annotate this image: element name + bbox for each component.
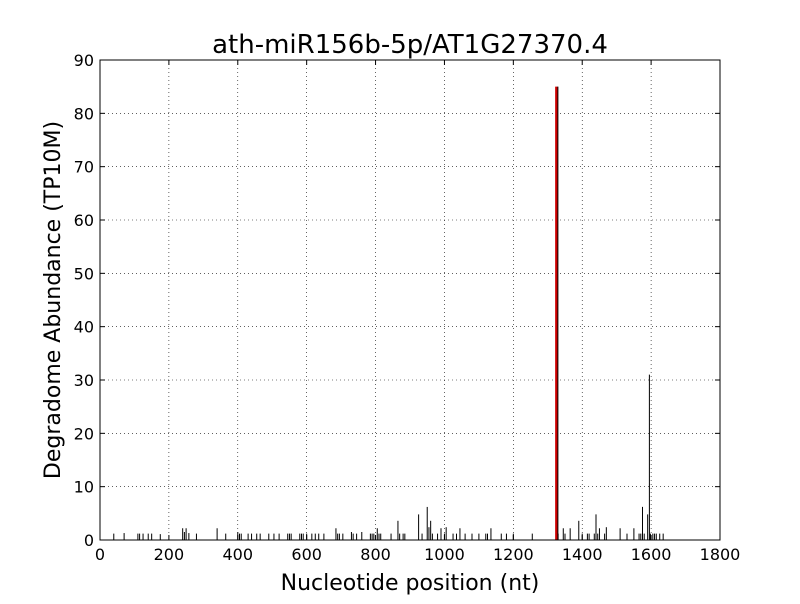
x-tick-label: 0 [95,545,105,564]
y-tick-label: 60 [74,211,94,230]
y-tick-label: 80 [74,104,94,123]
x-tick-label: 1400 [562,545,603,564]
chart-title: ath-miR156b-5p/AT1G27370.4 [212,30,608,60]
x-tick-label: 800 [360,545,391,564]
axis-ticks: 0 200 400 600 800 1000 1200 1400 1600 1800 0 10 20 30… [74,51,741,564]
y-tick-label: 70 [74,158,94,177]
data-bars [113,374,664,540]
y-tick-label: 50 [74,264,94,283]
y-tick-label: 30 [74,371,94,390]
x-tick-label: 1000 [424,545,465,564]
x-tick-label: 1200 [493,545,534,564]
y-tick-label: 10 [74,478,94,497]
y-axis-label: Degradome Abundance (TP10M) [41,121,66,479]
x-tick-label: 200 [154,545,185,564]
y-tick-label: 20 [74,424,94,443]
x-tick-label: 600 [291,545,322,564]
plot-frame [99,59,721,541]
target-site-marker [555,86,559,540]
x-tick-label: 1800 [700,545,741,564]
y-tick-label: 40 [74,318,94,337]
grid-lines [100,60,720,540]
y-tick-label: 90 [74,51,94,70]
x-tick-label: 1600 [631,545,672,564]
x-axis-label: Nucleotide position (nt) [281,571,540,596]
x-tick-label: 400 [223,545,254,564]
y-tick-label: 0 [84,531,94,550]
